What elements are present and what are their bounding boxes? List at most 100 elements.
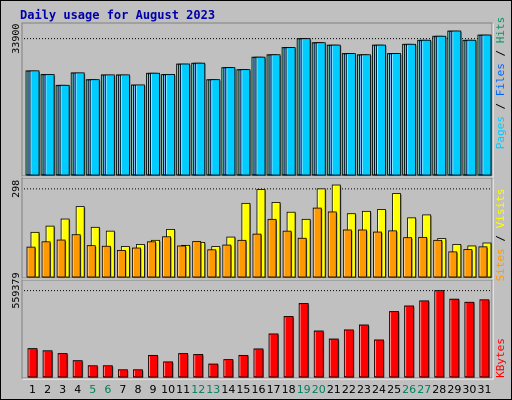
bar-pages-day-20 xyxy=(315,42,327,177)
bar-sites-day-30-body xyxy=(463,249,473,278)
legend-pages-files-hits: Pages / Files / Hits xyxy=(494,17,507,150)
bar-sites-day-25 xyxy=(388,230,398,278)
bar-pages-day-6 xyxy=(104,74,116,176)
bar-sites-day-19 xyxy=(297,237,308,278)
bar-kbytes-day-11 xyxy=(178,353,189,378)
x-tick-day-30: 30 xyxy=(462,383,476,396)
x-tick-day-23: 23 xyxy=(357,383,371,396)
bar-kbytes-day-29-body xyxy=(449,298,460,378)
bar-kbytes-day-2 xyxy=(42,350,54,378)
bar-pages-day-16-body xyxy=(255,56,266,176)
bar-pages-day-26-body xyxy=(406,43,417,176)
bar-pages-day-5 xyxy=(89,79,101,176)
bar-sites-day-25-body xyxy=(388,230,397,278)
bar-sites-day-31-body xyxy=(478,246,488,278)
bar-pages-day-28 xyxy=(436,35,447,176)
bar-pages-day-23 xyxy=(361,54,372,176)
bar-kbytes-day-15 xyxy=(238,354,249,378)
bar-kbytes-day-18 xyxy=(283,316,295,378)
bar-sites-day-15 xyxy=(237,239,247,278)
bar-kbytes-day-19 xyxy=(298,303,310,378)
x-tick-day-5: 5 xyxy=(89,383,96,396)
legend-separator: / xyxy=(494,43,507,63)
bar-kbytes-day-1 xyxy=(27,348,38,378)
bar-pages-day-26 xyxy=(406,43,417,176)
bar-kbytes-day-19-body xyxy=(298,303,309,378)
legend-visits: Visits xyxy=(494,189,507,229)
bar-kbytes-day-3 xyxy=(57,353,69,378)
bar-sites-day-5 xyxy=(86,245,97,278)
bar-sites-day-22-body xyxy=(342,229,352,278)
bar-kbytes-day-3-body xyxy=(57,353,68,378)
bar-sites-day-29-body xyxy=(448,251,458,278)
bar-sites-day-16 xyxy=(252,233,262,278)
x-tick-day-24: 24 xyxy=(372,383,386,396)
bar-kbytes-day-6 xyxy=(102,365,114,378)
bar-pages-day-24-body xyxy=(376,44,386,176)
chart-title: Daily usage for August 2023 xyxy=(20,8,216,22)
legend-sites: Sites xyxy=(494,248,507,281)
bar-kbytes-day-10 xyxy=(163,361,174,378)
bar-kbytes-day-6-body xyxy=(102,365,113,378)
bar-kbytes-day-31 xyxy=(479,299,490,378)
x-tick-day-8: 8 xyxy=(134,383,141,396)
bar-sites-day-27-body xyxy=(418,236,428,278)
bar-sites-day-8-body xyxy=(132,247,141,278)
x-tick-day-13: 13 xyxy=(206,383,220,396)
legend-pages: Pages xyxy=(494,116,507,149)
bar-pages-day-31-body xyxy=(481,34,492,176)
legend-hits: Hits xyxy=(494,17,507,44)
bar-kbytes-day-9 xyxy=(148,354,159,378)
bar-sites-day-13-body xyxy=(207,249,217,278)
bar-sites-day-26 xyxy=(403,237,413,278)
legend-kbytes: KBytes xyxy=(494,338,507,378)
bar-sites-day-7-body xyxy=(116,249,126,278)
bar-sites-day-18-body xyxy=(282,230,292,278)
bar-sites-day-18 xyxy=(282,230,293,278)
bar-kbytes-day-24 xyxy=(374,339,385,378)
bar-pages-day-7-body xyxy=(119,74,130,176)
bar-kbytes-day-23-body xyxy=(359,324,369,378)
bar-sites-day-8 xyxy=(132,247,142,278)
bar-pages-day-12 xyxy=(195,62,206,176)
bar-kbytes-day-30 xyxy=(464,301,475,378)
x-tick-day-1: 1 xyxy=(29,383,36,396)
legend-separator: / xyxy=(494,96,507,116)
bar-pages-day-15-body xyxy=(240,69,251,176)
bar-sites-day-24 xyxy=(373,231,383,278)
x-tick-day-10: 10 xyxy=(161,383,175,396)
bar-pages-day-14-body xyxy=(225,67,236,176)
bar-sites-day-12 xyxy=(192,241,202,278)
x-tick-day-9: 9 xyxy=(150,383,157,396)
x-tick-day-4: 4 xyxy=(74,383,81,396)
bar-sites-day-26-body xyxy=(403,237,413,278)
bar-pages-day-10 xyxy=(165,74,176,176)
bar-kbytes-day-21 xyxy=(328,338,340,378)
legend-sites-visits: Sites / Visits xyxy=(494,189,507,282)
panel-2-y-tick-label: 298 xyxy=(11,180,22,198)
bar-kbytes-day-16 xyxy=(253,348,264,378)
x-tick-day-25: 25 xyxy=(387,383,401,396)
bar-sites-day-2-body xyxy=(41,241,51,278)
bar-pages-day-12-body xyxy=(195,62,206,176)
bar-sites-day-28 xyxy=(433,239,443,278)
bar-sites-day-31 xyxy=(478,246,488,278)
bar-pages-day-1 xyxy=(29,70,40,176)
x-tick-day-11: 11 xyxy=(176,383,190,396)
bar-kbytes-day-17 xyxy=(268,333,280,378)
bar-sites-day-28-body xyxy=(433,239,443,278)
x-tick-day-15: 15 xyxy=(236,383,250,396)
x-tick-day-28: 28 xyxy=(432,383,446,396)
bar-sites-day-10 xyxy=(162,236,172,278)
x-tick-day-3: 3 xyxy=(59,383,66,396)
legend-separator: / xyxy=(494,228,507,248)
bar-pages-day-25-body xyxy=(391,53,401,176)
bar-kbytes-day-7 xyxy=(117,369,129,378)
x-tick-day-31: 31 xyxy=(477,383,491,396)
bar-kbytes-day-25 xyxy=(389,311,400,378)
bar-kbytes-day-1-body xyxy=(27,348,38,378)
bar-kbytes-day-12-body xyxy=(193,354,204,378)
bar-pages-day-4 xyxy=(74,72,86,176)
bar-pages-day-18-body xyxy=(285,47,296,176)
